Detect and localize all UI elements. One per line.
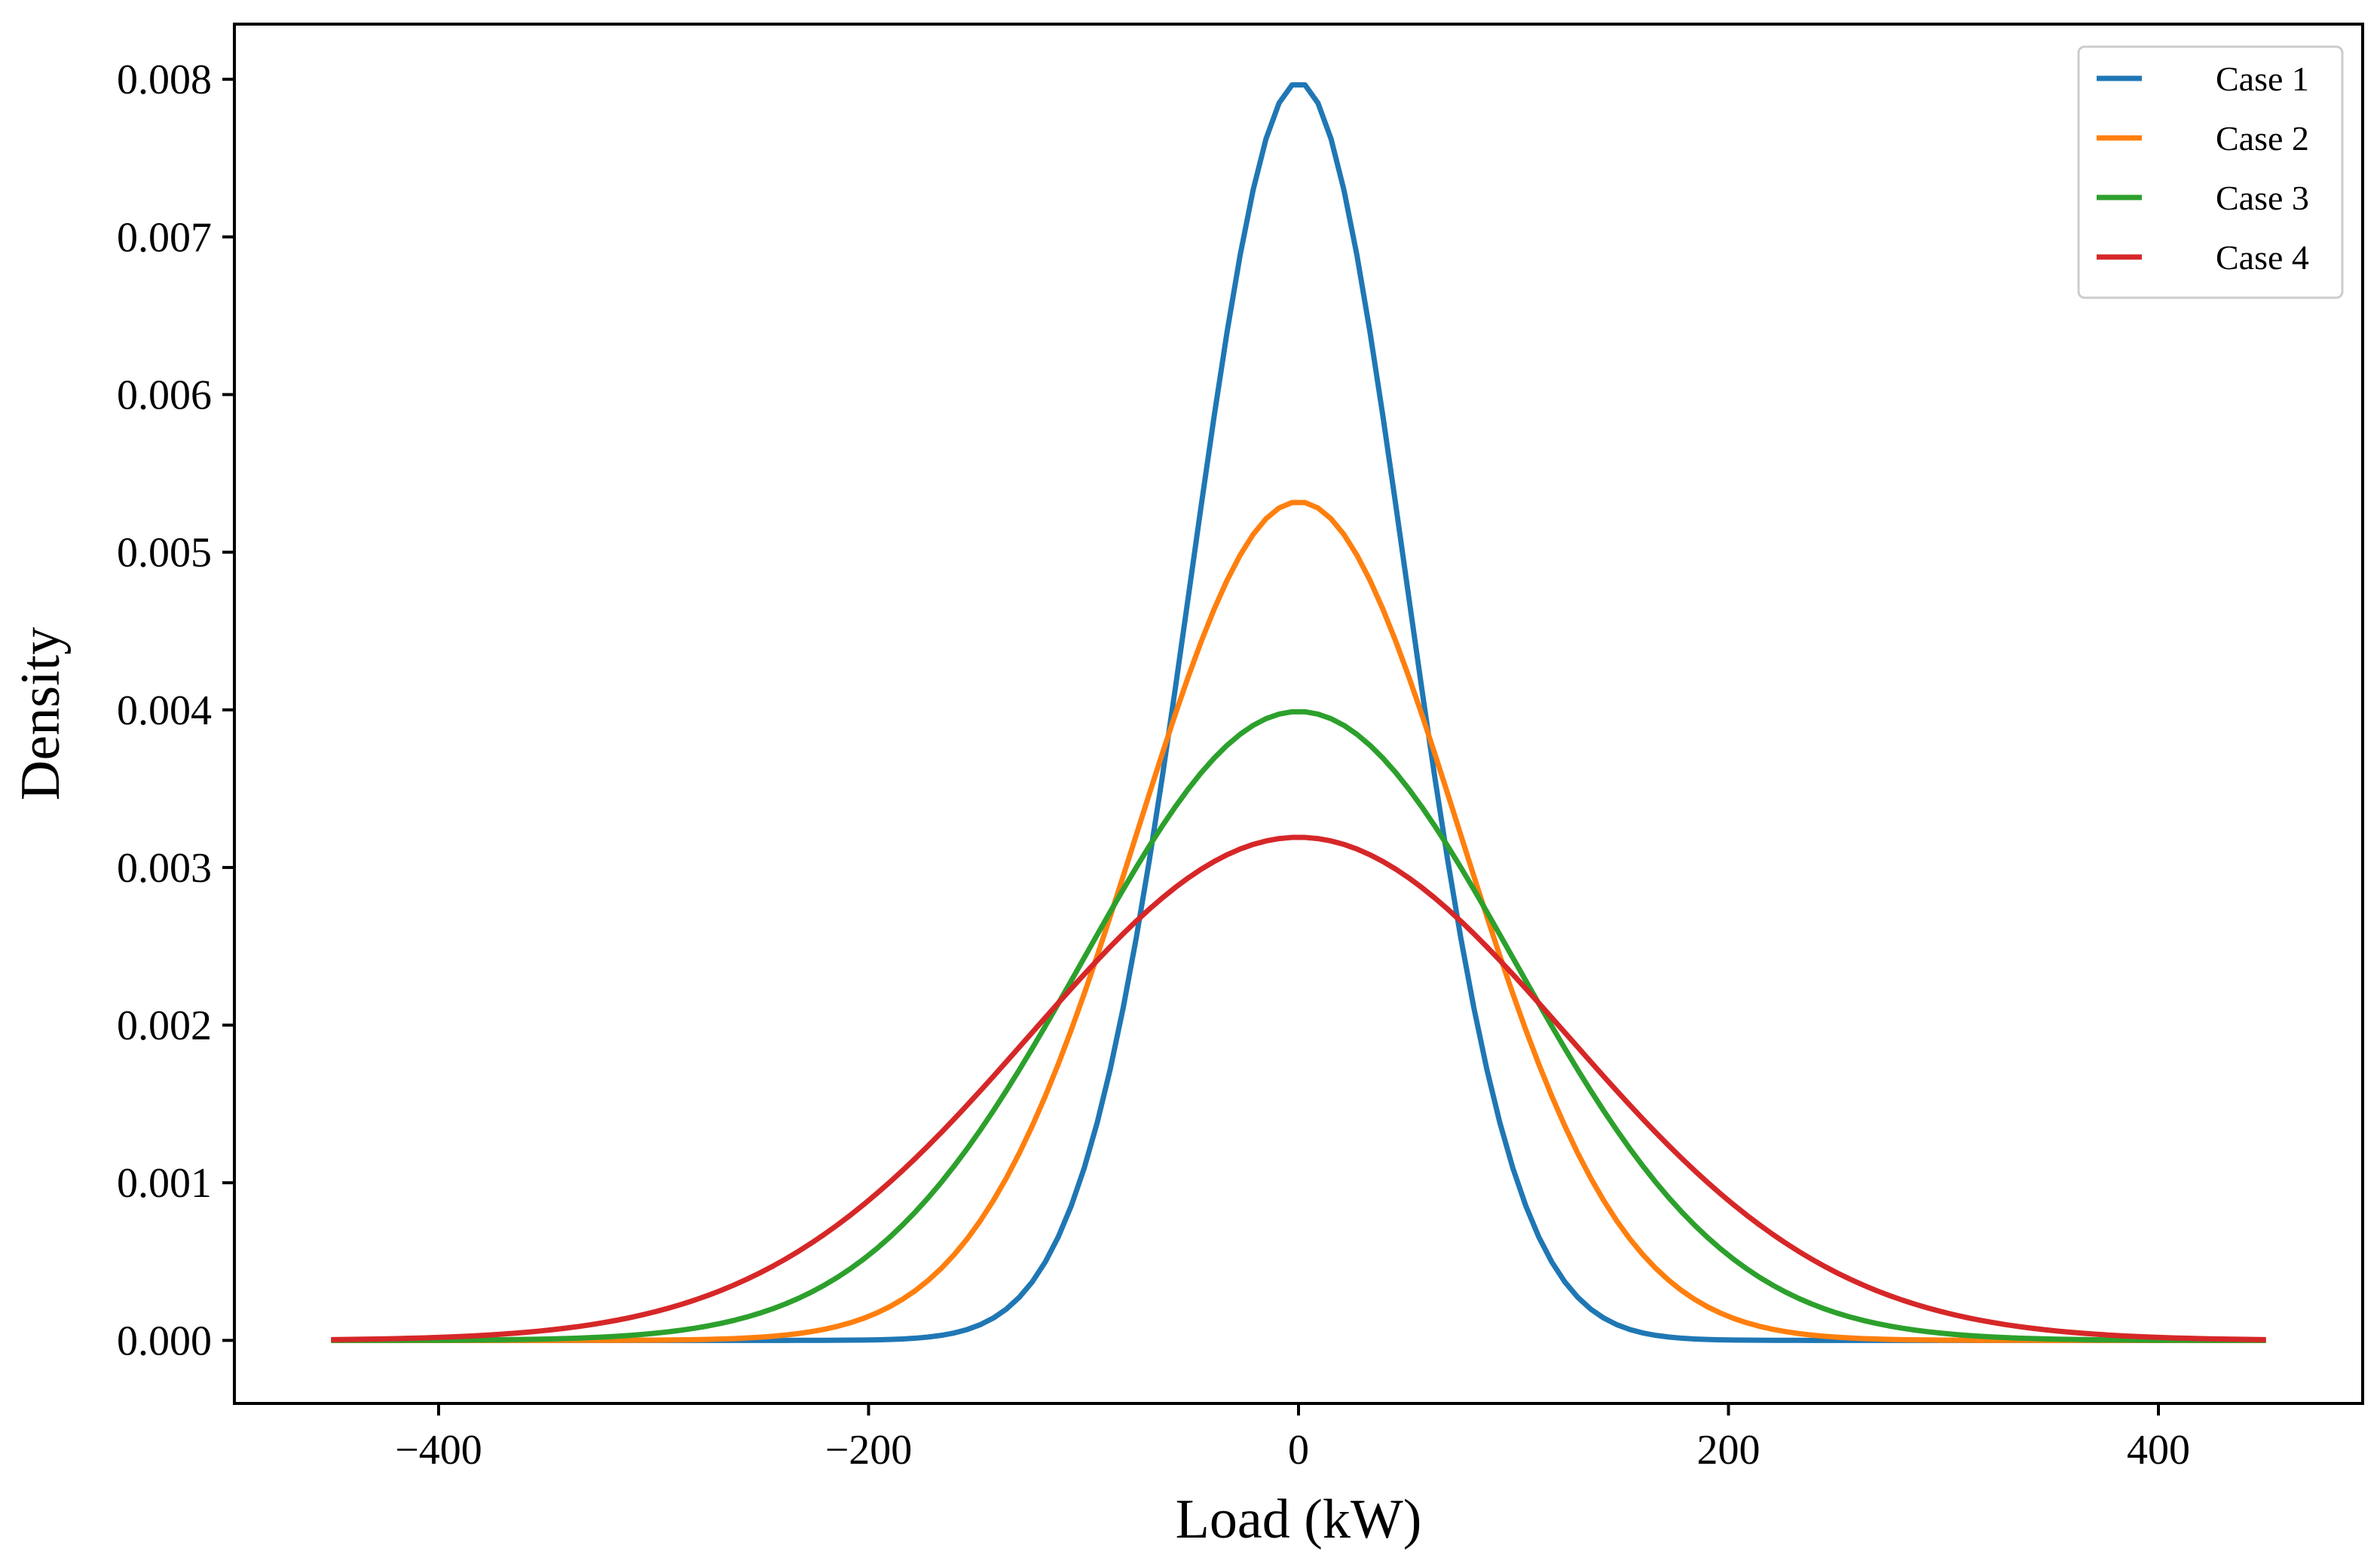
y-tick-label: 0.004 [117,687,212,734]
x-tick-label: −200 [825,1427,913,1474]
legend-frame [2077,45,2344,299]
legend-label-case-3: Case 3 [2216,179,2309,217]
x-axis: −400 −200 0 200 400 [395,1403,2190,1474]
series-line-case-3 [331,709,2266,1343]
series-line-case-4 [331,834,2266,1342]
series-layer [331,82,2266,1343]
series-line-case-2 [331,500,2266,1343]
y-tick-label: 0.001 [117,1160,212,1207]
y-tick-label: 0.000 [117,1318,212,1364]
y-tick-label: 0.006 [117,372,212,418]
x-tick-label: 200 [1697,1427,1761,1474]
y-axis: 0.000 0.001 0.002 0.003 0.004 0.005 0.006 0.007… [117,57,234,1364]
legend: Case 1 Case 2 Case 3 Case 4 [2077,45,2344,299]
x-tick-label: −400 [395,1427,482,1474]
x-tick-label: 400 [2127,1427,2190,1474]
legend-label-case-2: Case 2 [2216,119,2309,158]
x-axis-label: Load (kW) [1176,1489,1422,1550]
y-tick-label: 0.007 [117,214,212,261]
x-tick-label: 0 [1288,1427,1309,1474]
y-axis-label: Density [10,627,72,800]
y-tick-label: 0.005 [117,530,212,577]
y-tick-label: 0.008 [117,57,212,103]
legend-label-case-1: Case 1 [2216,60,2309,98]
y-tick-label: 0.002 [117,1002,212,1049]
y-tick-label: 0.003 [117,845,212,892]
legend-label-case-4: Case 4 [2216,238,2309,277]
